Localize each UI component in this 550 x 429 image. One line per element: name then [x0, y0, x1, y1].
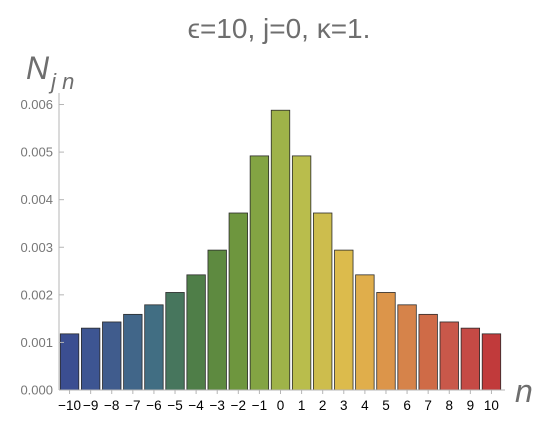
- bar-−1: [249, 155, 270, 391]
- bar-−4: [186, 274, 206, 391]
- x-tick-label: 6: [403, 398, 411, 413]
- x-tick-label: 10: [484, 398, 499, 413]
- y-tick-label: 0.004: [20, 192, 53, 207]
- x-tick-label: −7: [125, 398, 140, 413]
- bar-−7: [123, 313, 143, 391]
- x-tick-label: 3: [340, 398, 348, 413]
- x-tick-label: 1: [298, 398, 306, 413]
- bars-group: [59, 109, 502, 391]
- y-tick-label: 0.003: [20, 240, 53, 255]
- bar-−5: [165, 292, 185, 391]
- x-axis: −10 −9 −8 −7 −6 −5 −4 −3 −2 −1 0 1 2 3 4 5 6 7 8 9 10: [58, 389, 505, 413]
- bar-3: [334, 249, 354, 391]
- bar-1: [291, 155, 312, 391]
- y-tick-label: 0.000: [20, 383, 53, 398]
- bar-8: [439, 321, 459, 391]
- bar-10: [481, 333, 502, 391]
- x-tick-label: 4: [361, 398, 369, 413]
- y-axis-label-subscript: j n: [48, 69, 74, 94]
- x-tick-label: −3: [210, 398, 225, 413]
- bar-−2: [228, 212, 248, 391]
- y-tick-label: 0.005: [20, 145, 53, 160]
- bar-−6: [144, 304, 164, 391]
- bar-0: [270, 109, 291, 391]
- bar-6: [397, 304, 417, 391]
- y-tick-label: 0.001: [20, 335, 53, 350]
- x-tick-label: −9: [83, 398, 98, 413]
- x-tick-label: −6: [146, 398, 161, 413]
- y-axis-label-main: N: [26, 50, 50, 86]
- x-tick-label: −2: [231, 398, 246, 413]
- bar-7: [418, 313, 438, 391]
- x-tick-label: 8: [446, 398, 454, 413]
- bar-2: [313, 212, 333, 391]
- x-tick-label: −1: [252, 398, 267, 413]
- x-tick-label: −4: [188, 398, 204, 413]
- bar-−3: [207, 249, 227, 391]
- bar-4: [355, 274, 375, 391]
- x-tick-label: 9: [467, 398, 475, 413]
- x-tick-label: 0: [277, 398, 285, 413]
- y-axis: 0.000 0.001 0.002 0.003 0.004 0.005 0.006: [20, 93, 64, 398]
- bar-−8: [102, 321, 122, 391]
- y-tick-label: 0.002: [20, 287, 53, 302]
- y-tick-label: 0.006: [20, 97, 53, 112]
- x-tick-label: 5: [382, 398, 390, 413]
- x-tick-label: −10: [58, 398, 81, 413]
- x-tick-label: −5: [167, 398, 182, 413]
- x-tick-label: 7: [424, 398, 432, 413]
- bar-5: [376, 292, 396, 391]
- y-axis-label: Nj n: [26, 50, 74, 94]
- bar-9: [460, 327, 481, 391]
- chart-title: ϵ=10, j=0, κ=1.: [188, 13, 371, 44]
- bar-−9: [80, 327, 101, 391]
- x-tick-label: 2: [319, 398, 327, 413]
- x-axis-label: n: [515, 373, 533, 409]
- x-tick-label: −8: [104, 398, 119, 413]
